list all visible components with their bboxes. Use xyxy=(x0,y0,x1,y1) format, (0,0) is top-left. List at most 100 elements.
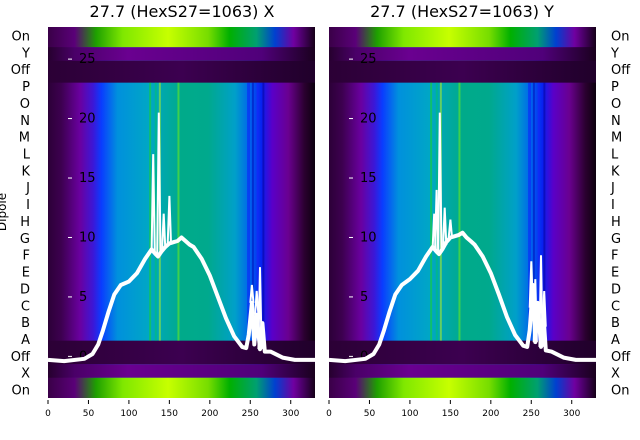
dipole-label-left-13: F xyxy=(23,249,30,264)
overlay-spike-x-0 xyxy=(150,154,156,252)
dipole-label-right-6: M xyxy=(611,131,622,146)
dipole-label-right-17: B xyxy=(611,316,620,331)
heatmap-streak-x-5 xyxy=(251,82,254,341)
xtick-label-y-0: 0 xyxy=(326,409,332,419)
dipole-label-left-7: L xyxy=(23,147,31,162)
dipole-label-right-5: N xyxy=(611,114,621,129)
dipole-label-right-10: I xyxy=(611,198,615,213)
overlay-ytick-label-x-3: 15 xyxy=(79,171,96,186)
dipole-label-left-16: C xyxy=(21,299,30,314)
heatmap-body-y xyxy=(329,27,596,398)
overlay-ytick-label-y-4: 20 xyxy=(360,112,377,127)
heatmap-row-on-bottom-y xyxy=(329,377,596,398)
heatmap-row-on-top-y xyxy=(329,27,596,48)
heatmap-streak-y-6 xyxy=(537,82,540,341)
overlay-ytick-label-y-5: 25 xyxy=(360,52,377,67)
overlay-spike-x-3 xyxy=(166,195,172,244)
dipole-label-right-12: G xyxy=(611,232,621,247)
heatmap-streak-x-6 xyxy=(256,82,259,341)
dipole-label-left-2: Off xyxy=(11,63,31,78)
panel-title-y: 27.7 (HexS27=1063) Y xyxy=(370,2,554,21)
xtick-label-y-5: 250 xyxy=(523,409,540,419)
dipole-label-left-12: G xyxy=(20,232,30,247)
overlay-ytick-label-y-1: 5 xyxy=(360,290,368,305)
dipole-label-left-18: A xyxy=(21,333,30,348)
overlay-ytick-label-x-2: 10 xyxy=(79,230,96,245)
dipole-label-right-20: X xyxy=(611,367,620,382)
dipole-label-right-3: P xyxy=(611,80,619,95)
heatmap-streak-y-5 xyxy=(532,82,535,341)
overlay-spike-y-2 xyxy=(437,112,443,253)
dipole-label-right-11: H xyxy=(611,215,621,230)
overlay-line-y xyxy=(328,230,596,364)
dipole-label-left-8: K xyxy=(21,164,30,179)
xtick-label-y-1: 50 xyxy=(364,409,376,419)
xtick-label-x-4: 200 xyxy=(201,409,218,419)
dipole-label-left-5: N xyxy=(20,114,30,129)
heatmap-streak-x-7 xyxy=(262,82,265,341)
overlay-ytick-label-y-3: 15 xyxy=(360,171,377,186)
heatmap-body-x xyxy=(48,27,315,398)
heatmap-streak-x-1 xyxy=(154,82,157,341)
dipole-label-left-9: J xyxy=(25,181,30,196)
panel-title-x: 27.7 (HexS27=1063) X xyxy=(90,2,275,21)
dipole-label-left-0: On xyxy=(12,29,30,44)
overlay-spike-y-5 xyxy=(528,261,534,308)
dipole-label-right-13: F xyxy=(611,249,618,264)
xtick-label-y-3: 150 xyxy=(442,409,459,419)
dipole-label-right-8: K xyxy=(611,164,620,179)
dipole-label-left-1: Y xyxy=(21,46,30,61)
dipole-label-left-14: E xyxy=(22,266,30,281)
overlay-spike-x-1 xyxy=(156,112,162,256)
dipole-label-right-4: O xyxy=(611,97,621,112)
dipole-label-right-19: Off xyxy=(611,350,631,365)
heatmap-row-on-bottom-x xyxy=(48,377,315,398)
overlay-spike-x-5 xyxy=(254,290,260,315)
xtick-label-x-6: 300 xyxy=(282,409,299,419)
overlay-spike-y-3 xyxy=(442,207,448,246)
heatmap-streak-y-0 xyxy=(430,82,433,341)
dipole-label-right-7: L xyxy=(611,147,619,162)
dipole-label-left-15: D xyxy=(20,282,30,297)
dipole-label-left-19: Off xyxy=(11,350,31,365)
heatmap-row-dipole-x xyxy=(48,47,315,61)
overlay-line-x xyxy=(47,235,315,364)
dipole-label-left-17: B xyxy=(21,316,30,331)
dipole-label-right-16: C xyxy=(611,299,620,314)
heatmap-row-dipole-y xyxy=(329,47,596,61)
overlay-spike-x-4 xyxy=(249,284,255,303)
dipole-label-right-14: E xyxy=(611,266,619,281)
overlay-spike-x-2 xyxy=(161,213,167,249)
dipole-label-left-11: H xyxy=(20,215,30,230)
dipole-label-right-1: Y xyxy=(610,46,619,61)
heatmap-row-dipole2-x xyxy=(48,364,315,378)
overlay-ytick-label-y-0: 0 xyxy=(360,349,368,364)
overlay-spike-y-6 xyxy=(532,279,538,343)
xtick-label-y-2: 100 xyxy=(401,409,418,419)
heatmap-streak-x-3 xyxy=(177,82,180,341)
heatmap-row-on-top-x xyxy=(48,27,315,48)
dipole-label-left-20: X xyxy=(21,367,30,382)
dipole-label-left-6: M xyxy=(19,131,30,146)
heatmap-streak-x-0 xyxy=(149,82,152,341)
heatmap-streak-y-7 xyxy=(543,82,546,341)
overlay-spike-x-6 xyxy=(257,267,263,350)
xtick-label-x-2: 100 xyxy=(120,409,137,419)
overlay-spike-y-4 xyxy=(447,219,453,238)
dipole-label-right-2: Off xyxy=(611,63,631,78)
overlay-ytick-label-x-4: 20 xyxy=(79,112,96,127)
dipole-label-right-9: J xyxy=(610,181,615,196)
overlay-ytick-label-x-1: 5 xyxy=(79,290,87,305)
overlay-ytick-label-y-2: 10 xyxy=(360,230,377,245)
overlay-ytick-label-x-5: 25 xyxy=(79,52,96,67)
overlay-spike-y-8 xyxy=(541,290,547,327)
xtick-label-x-1: 50 xyxy=(83,409,95,419)
xtick-label-y-6: 300 xyxy=(563,409,580,419)
dipole-label-right-21: On xyxy=(611,384,629,399)
y-axis-label: Dipole xyxy=(0,193,9,231)
